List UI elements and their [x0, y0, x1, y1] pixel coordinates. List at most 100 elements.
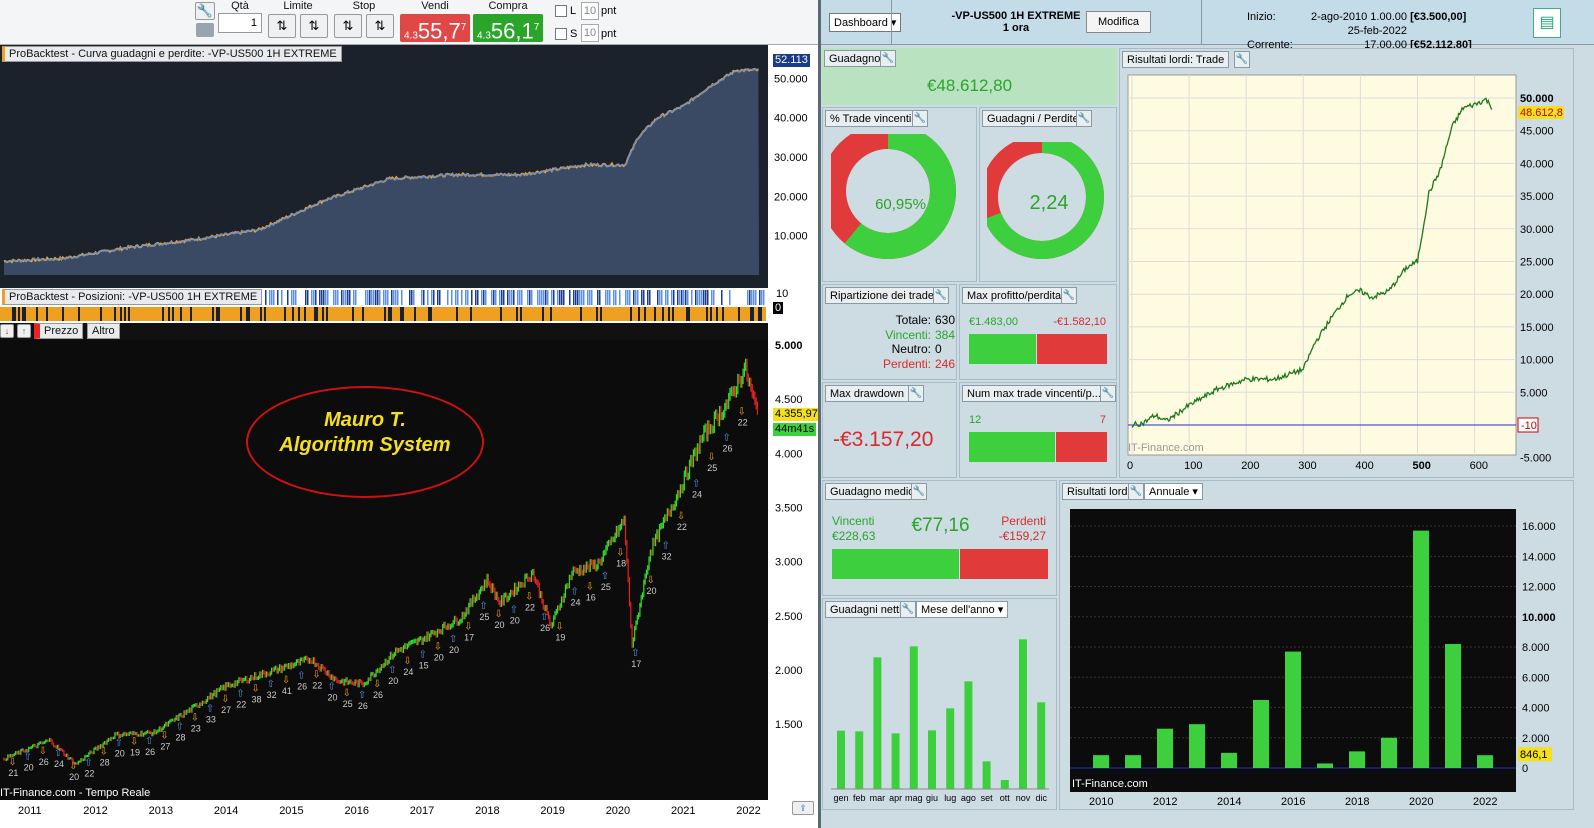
wrench-icon[interactable]: 🔧 — [900, 601, 916, 618]
wrench-icon[interactable]: 🔧 — [933, 287, 949, 304]
backtest-period: Inizio: 2-ago-2010 1.00.00 [€3.500,00] Co… — [1247, 10, 1472, 52]
position-bar — [284, 307, 286, 321]
wrench-icon[interactable]: 🔧 — [912, 110, 928, 127]
position-bar — [577, 290, 579, 305]
position-bar — [714, 307, 716, 321]
wrench-icon[interactable]: 🔧 — [1076, 110, 1092, 127]
wrench-icon[interactable]: 🔧 — [911, 483, 927, 500]
keyboard-icon[interactable] — [196, 23, 214, 37]
wrench-icon[interactable]: 🔧 — [1234, 51, 1250, 68]
positions-panel-title[interactable]: ProBacktest - Posizioni: -VP-US500 1H EX… — [2, 289, 263, 305]
buy-arrow-icon[interactable]: ↑ — [17, 324, 31, 338]
position-bar — [677, 290, 679, 305]
position-bar — [536, 307, 538, 321]
stop-edit-button[interactable]: ⇅ — [366, 14, 394, 38]
year-bar — [1221, 752, 1237, 768]
equity-panel-title[interactable]: ProBacktest - Curva guadagni e perdite: … — [2, 46, 342, 62]
consec-losses: 7 — [1099, 414, 1106, 426]
long-checkbox[interactable] — [555, 5, 567, 17]
position-bar — [48, 307, 50, 321]
sell-arrow-icon[interactable]: ↓ — [0, 324, 14, 338]
buy-button[interactable]: 4.356,17 — [473, 14, 543, 43]
position-bar — [504, 307, 506, 321]
position-bar — [628, 307, 630, 321]
position-bar — [18, 307, 20, 321]
avg-loss: Perdenti -€159,27 — [999, 514, 1046, 544]
position-bar — [387, 290, 389, 305]
total-label: Totale: — [895, 313, 931, 327]
limit-edit-button[interactable]: ⇅ — [300, 14, 328, 38]
position-bar — [558, 307, 560, 321]
position-bar — [206, 307, 208, 321]
position-bar — [502, 307, 504, 321]
drawdown-panel: Max drawdown 🔧 -€3.157,20 — [822, 382, 957, 478]
position-bar — [92, 307, 94, 321]
report-icon[interactable]: ▤ — [1533, 8, 1561, 38]
y-tick-label: 14.000 — [1522, 551, 1556, 563]
position-bar — [393, 290, 395, 305]
short-pnt-input[interactable]: 10 — [581, 24, 599, 42]
position-bar — [494, 307, 496, 321]
position-bar — [258, 307, 260, 321]
position-bar — [262, 307, 264, 321]
position-bar — [204, 307, 206, 321]
position-bar — [763, 290, 765, 305]
monthly-mode-dropdown[interactable]: Mese dell'anno ▾ — [916, 601, 1009, 618]
avg-loss-bar — [960, 549, 1048, 579]
wrench-icon[interactable]: 🔧 — [1061, 287, 1077, 304]
wrench-icon[interactable]: 🔧 — [1100, 385, 1116, 402]
wrench-icon[interactable]: 🔧 — [195, 2, 215, 20]
position-bar — [528, 307, 530, 321]
position-bar — [196, 307, 198, 321]
short-checkbox[interactable] — [555, 28, 567, 40]
edit-button[interactable]: Modifica — [1086, 11, 1151, 33]
position-bar — [236, 307, 238, 321]
position-bar — [248, 307, 250, 321]
long-pnt-input[interactable]: 10 — [581, 2, 599, 20]
x-tick-label: 2017 — [410, 805, 434, 817]
position-bar — [222, 307, 224, 321]
annual-mode-dropdown[interactable]: Annuale ▾ — [1144, 483, 1203, 500]
sell-button[interactable]: 4.355,77 — [400, 14, 470, 43]
position-bar — [548, 307, 550, 321]
position-bar — [607, 290, 609, 305]
limit-order-button[interactable]: ⇅ — [268, 14, 296, 38]
y-tick-label: 6.000 — [1522, 672, 1550, 684]
wrench-icon[interactable]: 🔧 — [1128, 483, 1144, 500]
avg-gain-title: Guadagno medio — [825, 483, 920, 500]
position-bar — [200, 307, 202, 321]
trade-arrow-icon: ⇩ — [69, 761, 77, 772]
position-bar — [742, 307, 744, 321]
stop-order-button[interactable]: ⇅ — [334, 14, 362, 38]
position-bar — [514, 307, 516, 321]
position-bar — [337, 290, 339, 305]
position-bar — [684, 307, 686, 321]
position-bar — [154, 307, 156, 321]
month-bar — [855, 731, 864, 789]
source-label: IT-Finance.com — [1072, 778, 1148, 790]
position-bar — [544, 307, 546, 321]
position-bar — [600, 307, 602, 321]
wrench-icon[interactable]: 🔧 — [908, 385, 924, 402]
position-bar — [146, 307, 148, 321]
position-bar — [280, 307, 282, 321]
position-bar — [676, 307, 678, 321]
x-tick-label: 2012 — [83, 805, 107, 817]
dashboard-dropdown[interactable]: Dashboard ▾ — [829, 13, 902, 32]
position-bar — [751, 290, 753, 305]
other-tab[interactable]: Altro — [87, 323, 120, 339]
trade-arrow-icon: ⇧ — [327, 681, 335, 692]
annotation-line-2: Algorithm System — [279, 434, 451, 456]
qty-input[interactable]: 1 — [218, 13, 262, 33]
scroll-end-button[interactable]: ⇪ — [792, 801, 814, 815]
position-bar — [706, 307, 708, 321]
trade-label: 26 — [373, 690, 383, 700]
position-bar — [333, 290, 335, 305]
position-bar — [310, 307, 312, 321]
limit-label: Limite — [283, 0, 313, 12]
wrench-icon[interactable]: 🔧 — [880, 50, 896, 67]
x-tick-label: 500 — [1413, 460, 1431, 472]
price-tab[interactable]: Prezzo — [34, 323, 84, 339]
y-tick-label: 12.000 — [1522, 582, 1556, 594]
zero-label: -10 — [1521, 420, 1537, 432]
